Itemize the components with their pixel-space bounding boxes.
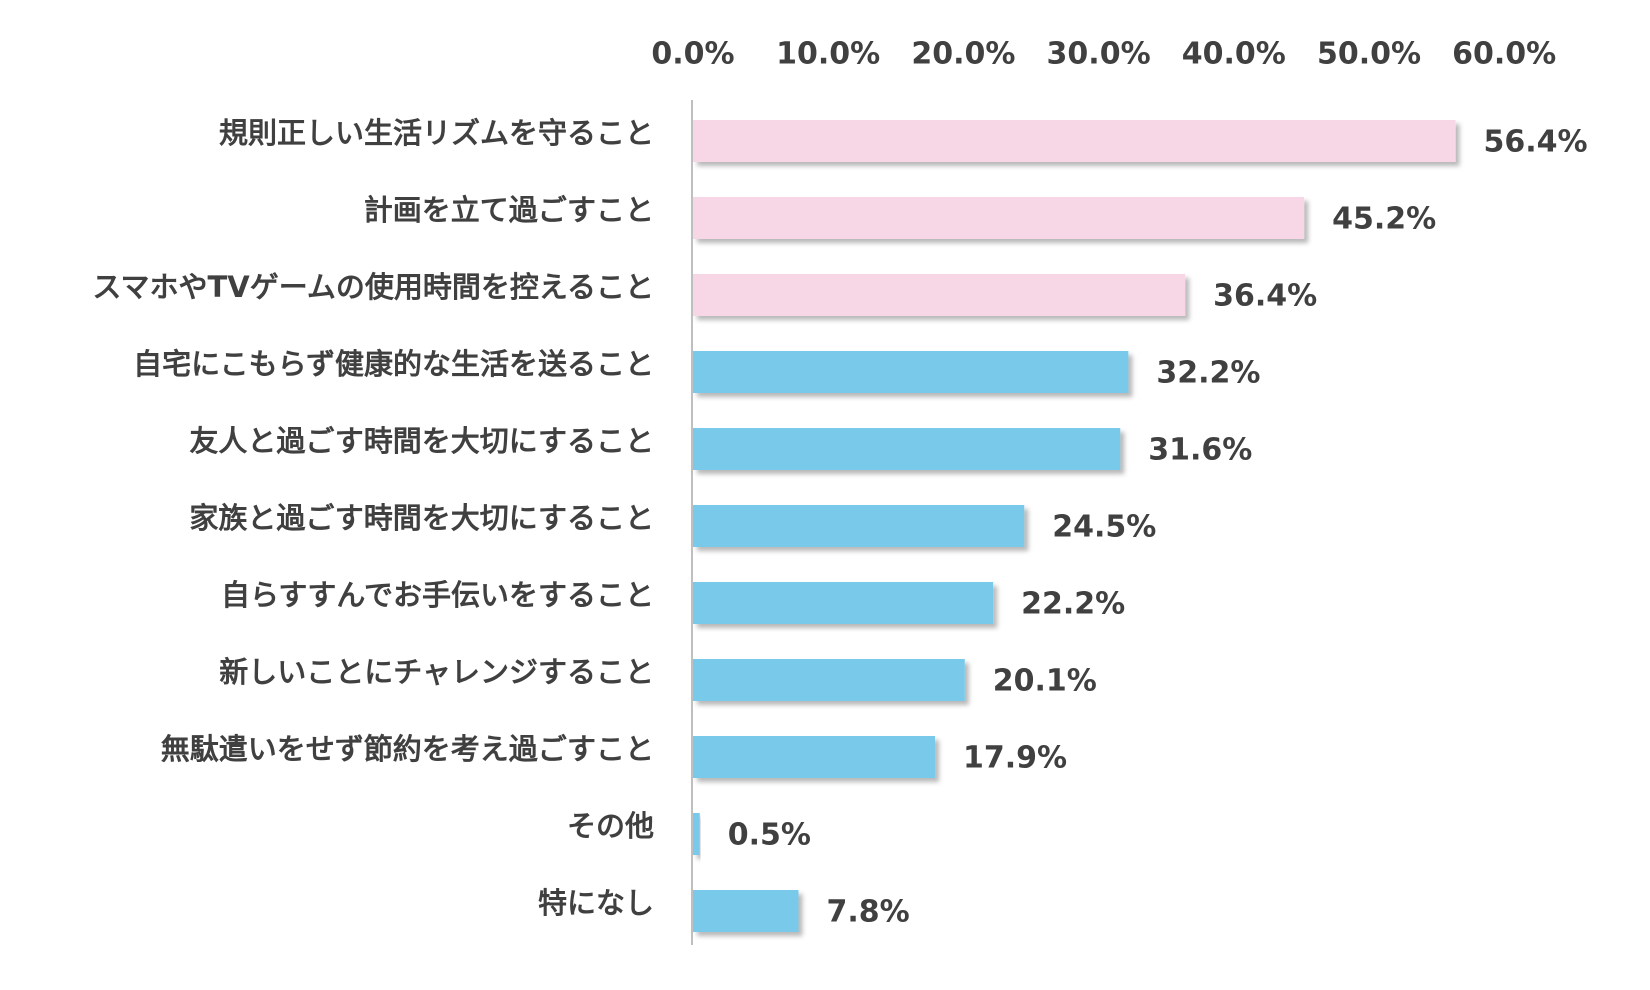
category-label: その他 (567, 809, 654, 843)
x-tick-label: 40.0% (1182, 37, 1286, 72)
bar (693, 813, 700, 855)
bar-value-label: 0.5% (728, 818, 811, 853)
category-labels: 規則正しい生活リズムを守ること計画を立て過ごすことスマホやTVゲームの使用時間を… (92, 116, 654, 920)
bar-value-label: 7.8% (826, 895, 909, 930)
x-tick-label: 60.0% (1452, 37, 1556, 72)
x-axis-ticks: 0.0% 10.0% 20.0% 30.0% 40.0% 50.0% 60.0% (651, 37, 1556, 72)
category-label: 家族と過ごす時間を大切にすること (189, 501, 654, 535)
bar-value-label: 56.4% (1484, 125, 1588, 160)
bar (693, 505, 1025, 547)
bar (693, 659, 965, 701)
category-label: 自らすすんでお手伝いをすること (221, 578, 654, 612)
value-labels: 56.4% 45.2% 36.4% 32.2% 31.6% 24.5% 22.2% 20.1%… (728, 125, 1588, 930)
x-tick-label: 50.0% (1317, 37, 1421, 72)
bar (693, 120, 1456, 162)
x-tick-label: 0.0% (651, 37, 734, 72)
category-label: 無駄遣いをせず節約を考え過ごすこと (161, 732, 654, 766)
bar-value-label: 32.2% (1156, 356, 1260, 391)
bar-value-label: 31.6% (1148, 433, 1252, 468)
x-tick-label: 30.0% (1047, 37, 1151, 72)
bar (693, 890, 799, 932)
bar-value-label: 36.4% (1213, 279, 1317, 314)
bar (693, 351, 1129, 393)
category-label: 友人と過ごす時間を大切にすること (189, 424, 654, 458)
category-label: 新しいことにチャレンジすること (219, 655, 654, 689)
category-label: スマホやTVゲームの使用時間を控えること (92, 270, 654, 304)
bar (693, 582, 994, 624)
category-label: 自宅にこもらず健康的な生活を送ること (133, 347, 654, 381)
bar (693, 428, 1121, 470)
bar-value-label: 17.9% (963, 741, 1067, 776)
category-label: 計画を立て過ごすこと (364, 193, 654, 227)
bar-value-label: 24.5% (1052, 510, 1156, 545)
x-tick-label: 20.0% (911, 37, 1015, 72)
category-label: 規則正しい生活リズムを守ること (219, 116, 654, 150)
bar (693, 736, 936, 778)
bar-value-label: 22.2% (1021, 587, 1125, 622)
bar (693, 197, 1305, 239)
bar-value-label: 20.1% (993, 664, 1097, 699)
x-tick-label: 10.0% (776, 37, 880, 72)
category-label: 特になし (538, 886, 654, 920)
bar-value-label: 45.2% (1332, 202, 1436, 237)
bar (693, 274, 1186, 316)
bars (693, 120, 1456, 932)
